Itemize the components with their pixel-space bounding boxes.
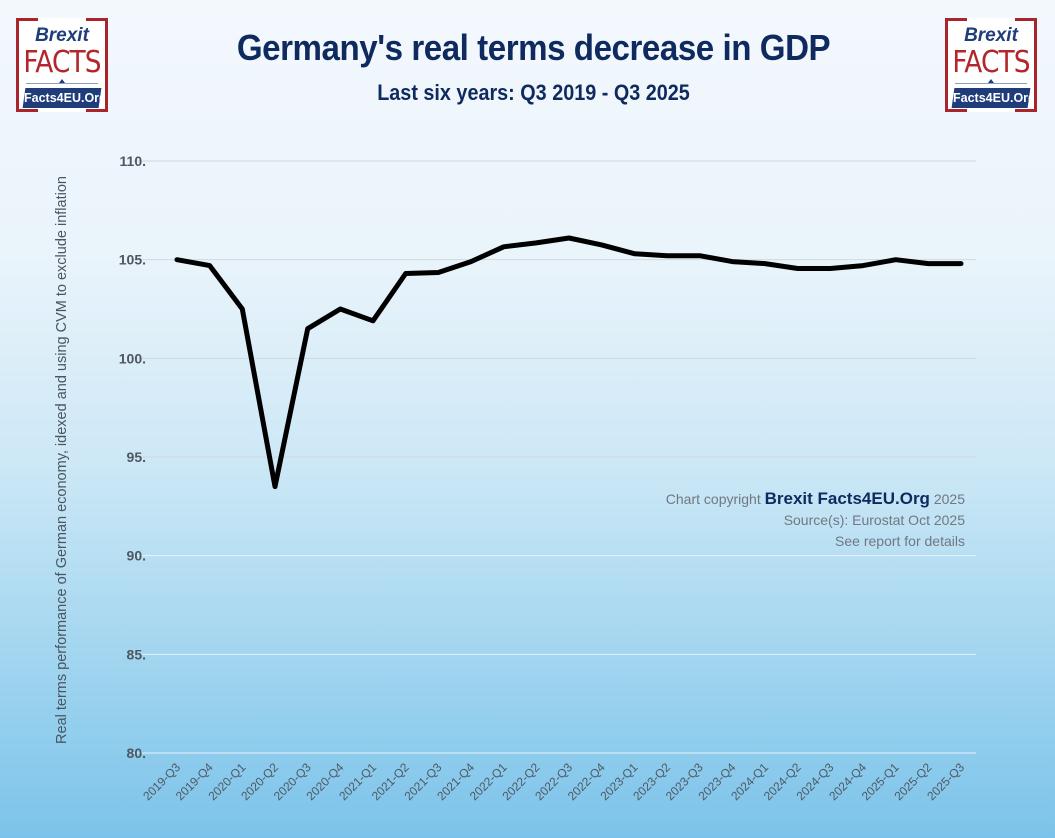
y-tick-label: 100. — [119, 350, 146, 366]
logo-facts-text: FACTS — [23, 45, 101, 80]
logo-brexit-text: Brexit — [35, 25, 89, 46]
credit-source: Source(s): Eurostat Oct 2025 — [783, 512, 965, 528]
y-tick-label: 95. — [127, 449, 146, 465]
brexit-facts-logo-right: Brexit FACTS Facts4EU.Org — [945, 18, 1037, 112]
chart-title: Germany's real terms decrease in GDP — [236, 27, 831, 68]
credit-copyright-line: Chart copyright Brexit Facts4EU.Org 2025 — [665, 489, 965, 508]
series-line-gdp — [174, 235, 964, 490]
series-lines — [174, 235, 964, 490]
chart-credit: Chart copyright Brexit Facts4EU.Org 2025… — [666, 488, 965, 552]
brexit-facts-logo-left: Brexit FACTS Facts4EU.Org — [16, 18, 108, 112]
y-tick-label: 85. — [127, 646, 146, 662]
y-tick-label: 105. — [119, 252, 146, 268]
logo-brexit-text: Brexit — [964, 25, 1018, 46]
y-tick-label: 90. — [127, 548, 146, 564]
chart-subtitle: Last six years: Q3 2019 - Q3 2025 — [377, 80, 690, 105]
credit-note: See report for details — [835, 533, 965, 549]
y-tick-label: 80. — [127, 745, 146, 761]
y-tick-label: 110. — [120, 153, 146, 169]
credit-brand: Brexit Facts4EU.Org — [764, 489, 930, 508]
x-axis-ticks: 2019-Q32019-Q42020-Q12020-Q22020-Q32020-… — [140, 760, 967, 803]
gridlines — [133, 160, 976, 754]
y-axis-ticks: 80. 85. 90. 95. 100. 105. 110. — [119, 153, 146, 761]
logo-facts-text: FACTS — [952, 45, 1030, 80]
